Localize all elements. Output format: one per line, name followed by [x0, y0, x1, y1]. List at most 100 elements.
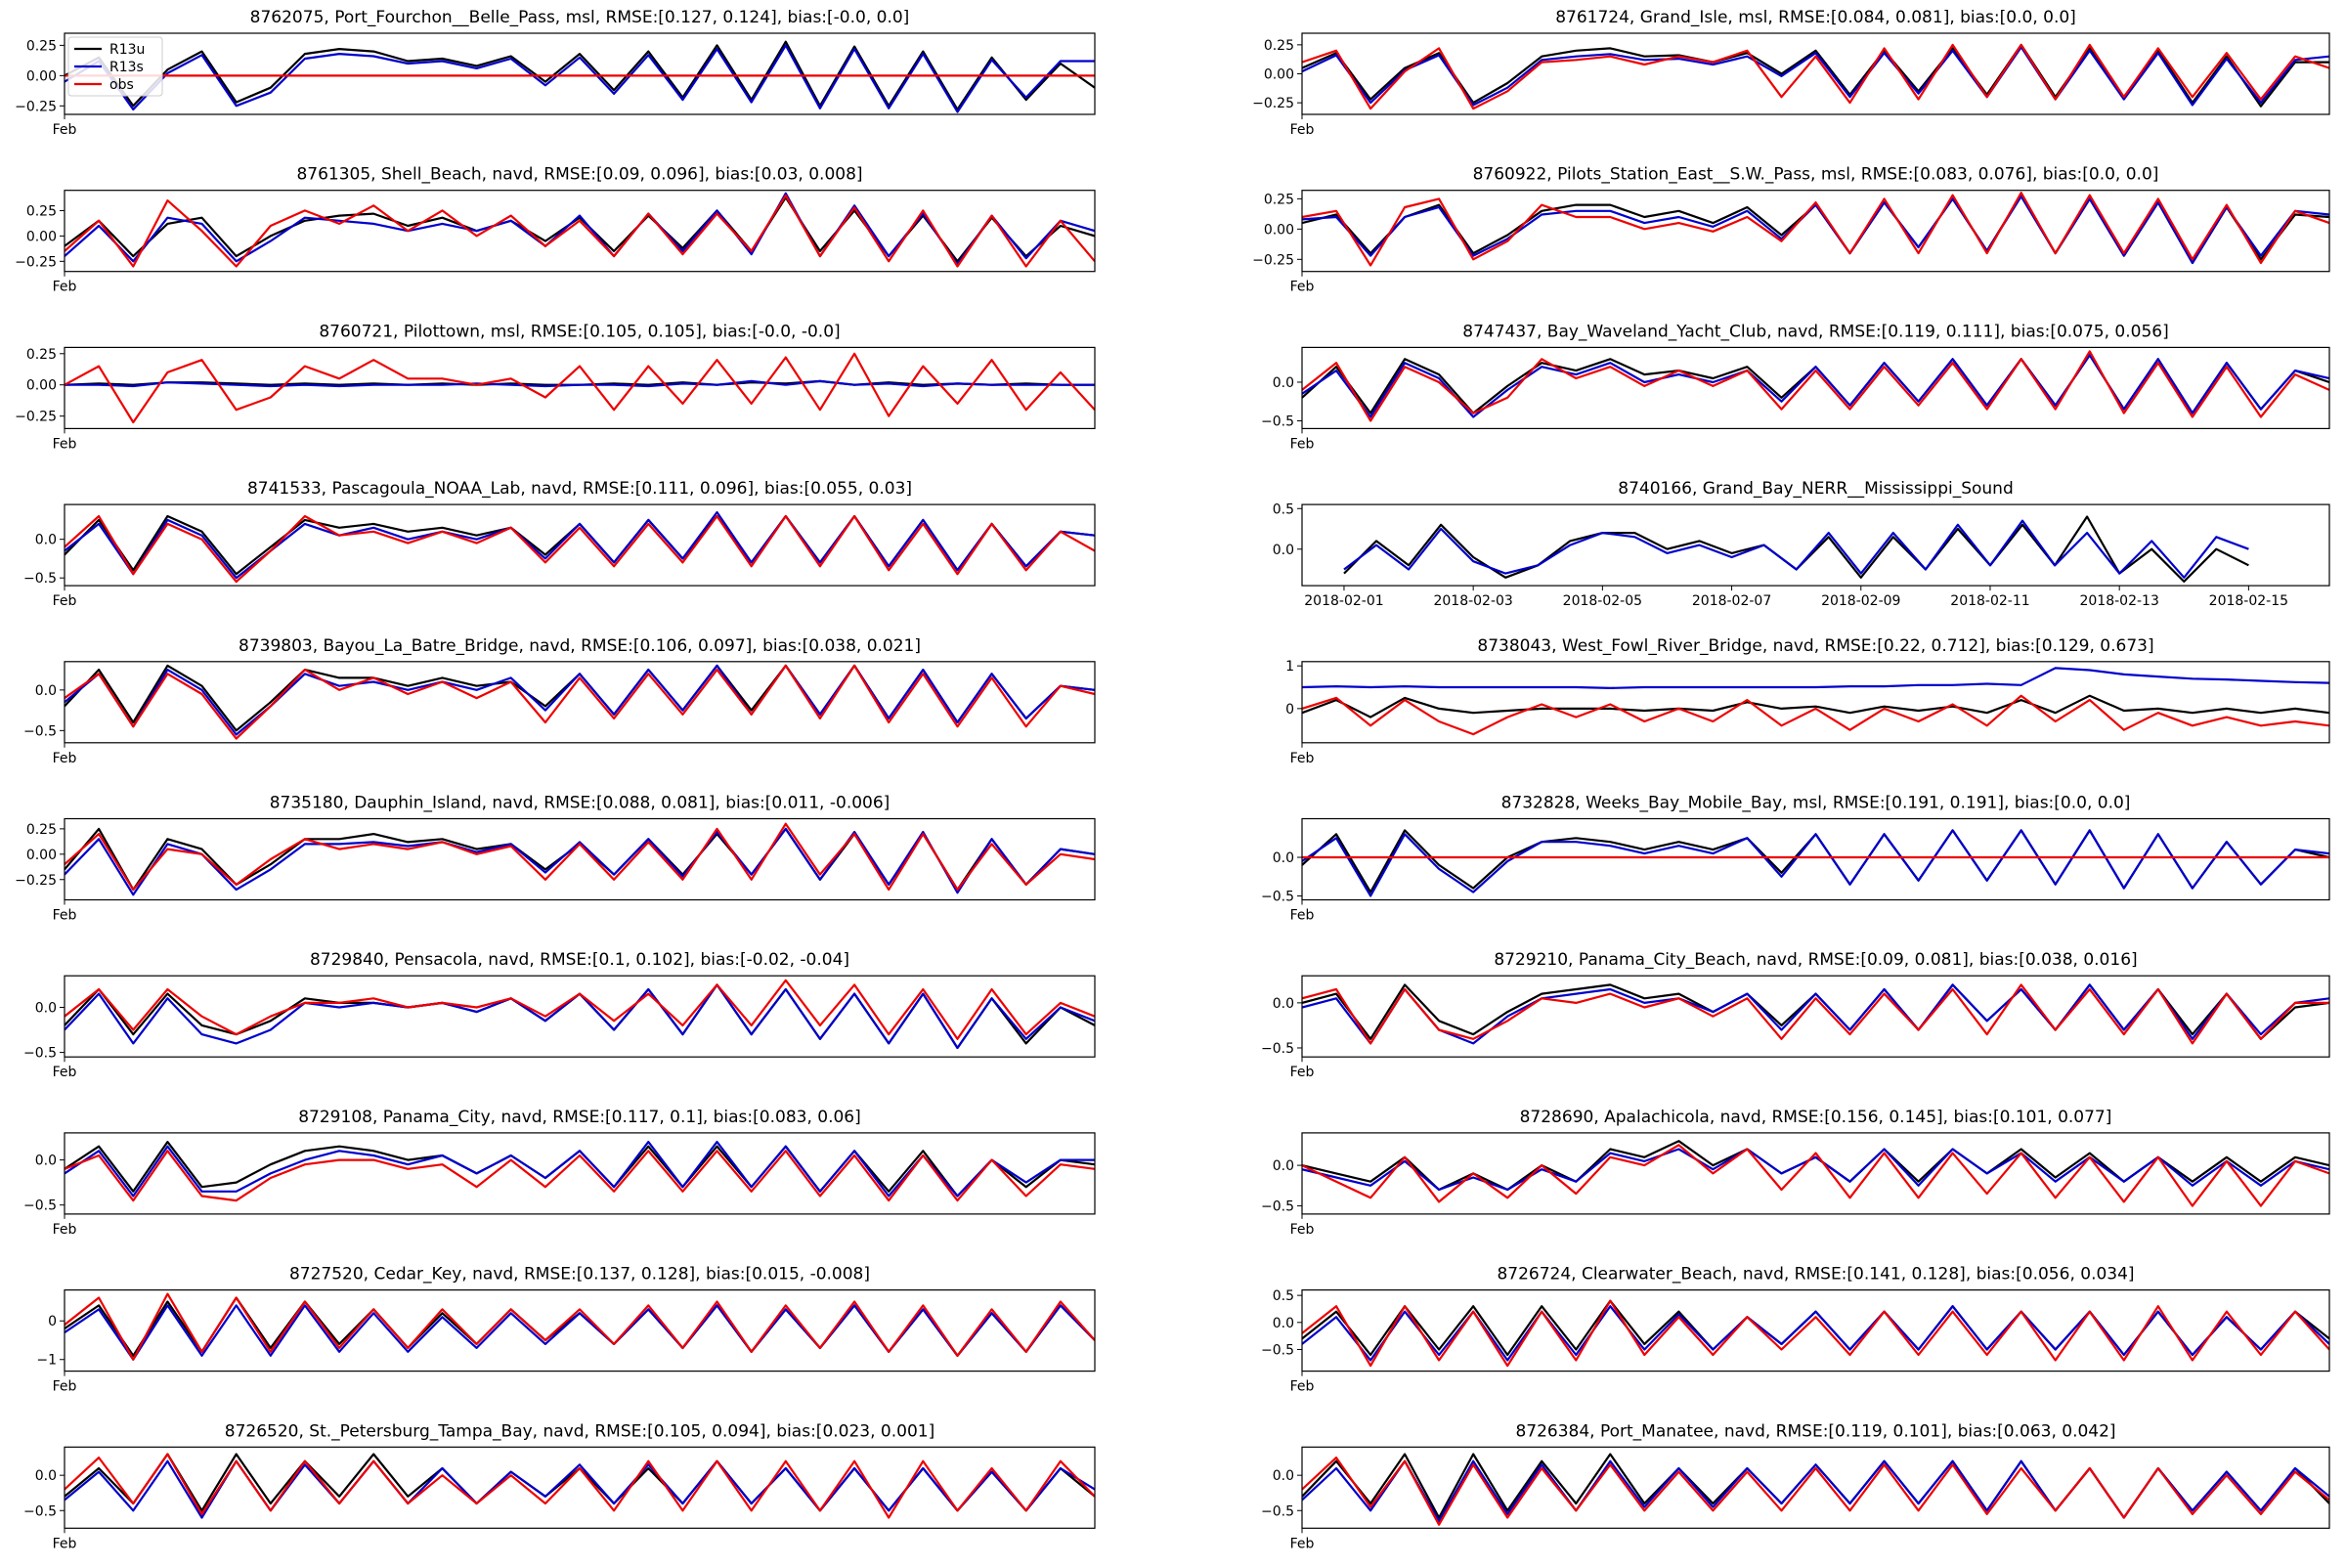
axes-frame [64, 346, 1096, 429]
series-line [65, 822, 1095, 892]
y-tick-label: −0.25 [1252, 96, 1294, 111]
subplot: 8741533, Pascagoula_NOAA_Lab, navd, RMSE… [23, 479, 1096, 609]
y-tick-label: 0.25 [26, 38, 57, 54]
y-tick-label: −1 [36, 1353, 57, 1369]
series-line [65, 827, 1095, 896]
x-tick-label: Feb [53, 908, 77, 924]
x-tick-label: Feb [1290, 280, 1315, 295]
series-line [65, 1453, 1095, 1519]
axes-frame [64, 32, 1096, 115]
x-tick-label: 2018-02-11 [1950, 593, 2029, 609]
legend-label: R13u [109, 42, 145, 58]
axes-frame [1301, 975, 2330, 1058]
axes-frame [64, 1288, 1096, 1372]
legend-label: obs [109, 77, 134, 93]
x-tick-label: 2018-02-07 [1692, 593, 1771, 609]
y-tick-label: 0.5 [1273, 1288, 1294, 1304]
y-tick-label: 0.0 [1273, 850, 1294, 866]
subplot-title: 8738043, West_Fowl_River_Bridge, navd, R… [1477, 636, 2153, 656]
subplot-title: 8728690, Apalachicola, navd, RMSE:[0.156… [1520, 1108, 2112, 1127]
plot-area [65, 979, 1095, 1050]
series-line [1302, 43, 2329, 108]
series-line [1302, 43, 2329, 110]
y-tick-label: 0.0 [1273, 543, 1294, 558]
y-tick-label: 0.0 [35, 1154, 57, 1169]
subplot: 8760922, Pilots_Station_East__S.W._Pass,… [1252, 165, 2330, 295]
subplot-title: 8741533, Pascagoula_NOAA_Lab, navd, RMSE… [247, 479, 912, 499]
y-tick-label: 0.00 [26, 848, 57, 863]
x-tick-label: Feb [1290, 751, 1315, 766]
y-tick-label: −0.5 [1261, 1503, 1294, 1519]
plot-area [65, 664, 1095, 740]
y-tick-label: −0.5 [1261, 1199, 1294, 1215]
series-line [65, 1292, 1095, 1361]
y-tick-label: 0.00 [1264, 222, 1294, 238]
plot-area [65, 510, 1095, 584]
y-tick-label: 0.0 [1273, 1316, 1294, 1331]
plot-area [65, 1453, 1095, 1519]
subplot-title: 8729840, Pensacola, navd, RMSE:[0.1, 0.1… [310, 950, 849, 970]
series-line [65, 1304, 1095, 1361]
y-tick-label: 0.0 [35, 683, 57, 699]
axes-frame [64, 190, 1096, 273]
series-line [1343, 519, 2249, 579]
x-tick-label: 2018-02-09 [1821, 593, 1900, 609]
subplot-title: 8747437, Bay_Waveland_Yacht_Club, navd, … [1462, 322, 2168, 341]
axes-frame [64, 1132, 1096, 1215]
series-line [65, 352, 1095, 424]
y-tick-label: 0.0 [1273, 375, 1294, 391]
y-tick-label: 0.0 [1273, 1158, 1294, 1174]
subplot: 8729108, Panama_City, navd, RMSE:[0.117,… [23, 1108, 1096, 1238]
y-tick-label: −0.5 [23, 723, 57, 739]
axes-frame [64, 817, 1096, 901]
plot-area [65, 1292, 1095, 1361]
plot-area [65, 192, 1095, 268]
x-tick-label: Feb [53, 436, 77, 452]
y-tick-label: −0.25 [15, 99, 57, 114]
subplot: 8761724, Grand_Isle, msl, RMSE:[0.084, 0… [1252, 8, 2330, 138]
series-line [65, 194, 1095, 268]
y-tick-label: −0.25 [15, 410, 57, 425]
series-line [1302, 192, 2329, 267]
subplot-title: 8740166, Grand_Bay_NERR__Mississippi_Sou… [1618, 479, 2014, 499]
series-line [65, 379, 1095, 388]
legend-box [67, 36, 163, 97]
legend: R13u R13s obs [67, 36, 163, 97]
y-tick-label: 0.00 [26, 229, 57, 244]
series-line [1302, 983, 2329, 1045]
series-line [65, 514, 1095, 584]
y-tick-label: −0.25 [1252, 252, 1294, 268]
subplot-title: 8729210, Panama_City_Beach, navd, RMSE:[… [1494, 950, 2137, 970]
subplot: 8732828, Weeks_Bay_Mobile_Bay, msl, RMSE… [1261, 794, 2330, 924]
axes-frame [1301, 32, 2330, 115]
y-tick-label: −0.25 [15, 254, 57, 270]
subplot: 8729210, Panama_City_Beach, navd, RMSE:[… [1261, 950, 2330, 1080]
subplot: 8740166, Grand_Bay_NERR__Mississippi_Sou… [1273, 479, 2330, 609]
x-tick-label: Feb [53, 1065, 77, 1080]
series-line [1302, 1144, 2329, 1207]
subplot-title: 8760721, Pilottown, msl, RMSE:[0.105, 0.… [319, 322, 840, 341]
subplot: 8735180, Dauphin_Island, navd, RMSE:[0.0… [15, 794, 1096, 924]
y-tick-label: 0.25 [26, 347, 57, 363]
series-line [1302, 694, 2329, 736]
series-line [65, 510, 1095, 580]
x-tick-label: 2018-02-05 [1563, 593, 1642, 609]
x-tick-label: Feb [53, 751, 77, 766]
subplot: 8761305, Shell_Beach, navd, RMSE:[0.09, … [15, 165, 1096, 295]
plot-area [1343, 515, 2249, 583]
series-line [1302, 1299, 2329, 1368]
series-line [65, 664, 1095, 736]
subplot-title: 8735180, Dauphin_Island, navd, RMSE:[0.0… [270, 794, 891, 813]
subplot-title: 8732828, Weeks_Bay_Mobile_Bay, msl, RMSE… [1501, 794, 2131, 813]
x-tick-label: Feb [53, 122, 77, 138]
series-line [1302, 829, 2329, 897]
axes-frame [64, 503, 1096, 587]
subplot-title: 8726724, Clearwater_Beach, navd, RMSE:[0… [1497, 1265, 2134, 1285]
y-tick-label: −0.5 [23, 1046, 57, 1062]
x-tick-label: Feb [53, 593, 77, 609]
y-tick-label: 0.25 [26, 203, 57, 219]
x-tick-label: Feb [1290, 436, 1315, 452]
subplot: 8726384, Port_Manatee, navd, RMSE:[0.119… [1261, 1421, 2330, 1551]
subplot: 8739803, Bayou_La_Batre_Bridge, navd, RM… [23, 636, 1096, 766]
